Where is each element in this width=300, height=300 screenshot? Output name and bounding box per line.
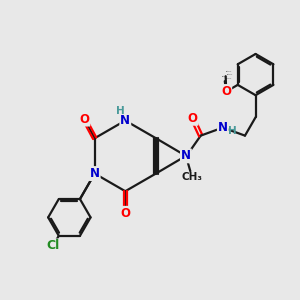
Text: O: O — [188, 112, 198, 125]
Text: N: N — [120, 114, 130, 127]
Text: O: O — [80, 112, 89, 126]
Text: CH₃: CH₃ — [181, 172, 202, 182]
Text: N: N — [181, 149, 191, 162]
Text: N: N — [90, 167, 100, 180]
Text: methoxy: methoxy — [226, 70, 232, 72]
Text: methoxy: methoxy — [222, 76, 228, 77]
Text: methoxy: methoxy — [226, 78, 232, 79]
Text: N: N — [218, 121, 228, 134]
Text: O: O — [221, 85, 231, 98]
Text: H: H — [116, 106, 124, 116]
Text: Cl: Cl — [46, 239, 59, 253]
Text: H: H — [228, 126, 237, 136]
Text: methoxy: methoxy — [227, 74, 233, 75]
Text: O: O — [120, 207, 130, 220]
